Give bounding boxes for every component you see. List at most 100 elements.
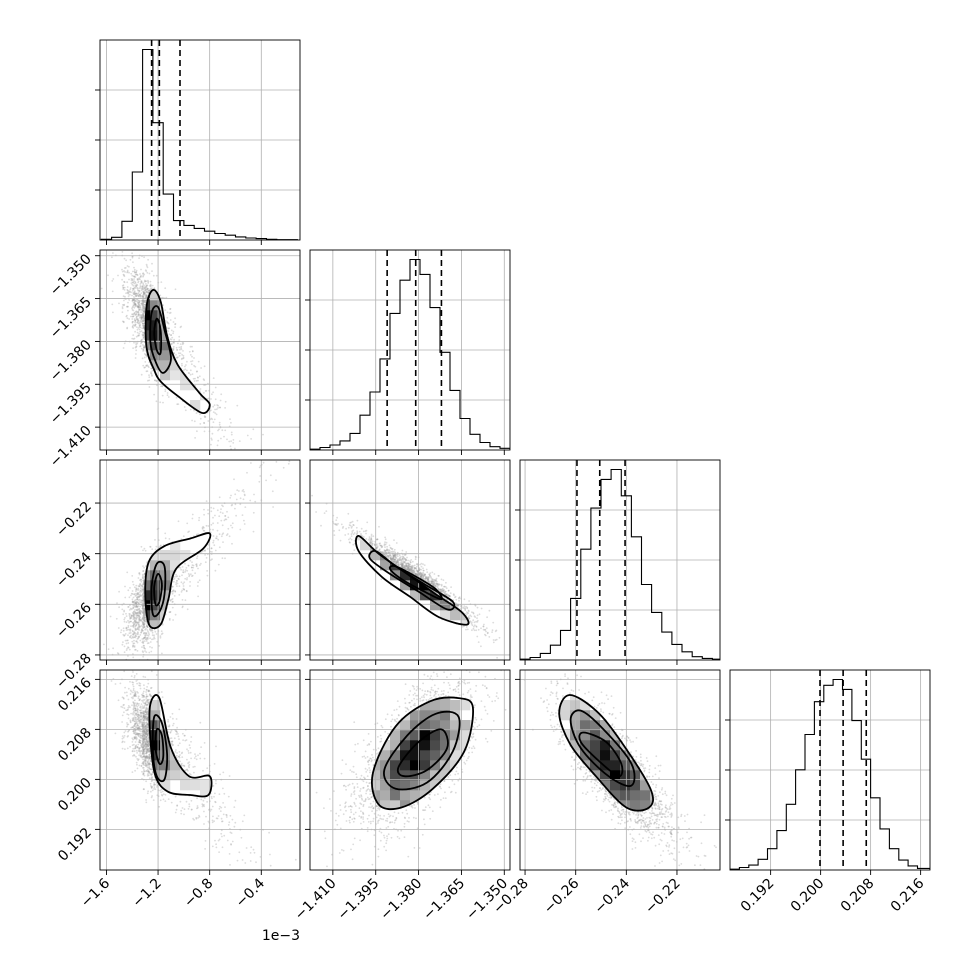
sample-point <box>135 335 138 338</box>
sample-point <box>135 613 138 615</box>
sample-point <box>212 377 215 379</box>
sample-point <box>137 593 140 596</box>
sample-point <box>130 665 132 667</box>
sample-point <box>235 498 238 501</box>
sample-point <box>172 321 175 323</box>
sample-point <box>142 612 145 615</box>
sample-point <box>145 733 148 736</box>
sample-point <box>135 283 138 286</box>
sample-point <box>144 286 147 289</box>
sample-point <box>138 621 140 624</box>
sample-point <box>136 598 139 600</box>
sample-point <box>146 266 149 269</box>
sample-point <box>158 645 161 647</box>
sample-point <box>139 609 142 612</box>
sample-point <box>236 471 238 473</box>
sample-point <box>218 406 221 409</box>
sample-point <box>150 373 153 375</box>
sample-point <box>136 614 139 617</box>
sample-point <box>135 611 137 614</box>
sample-point <box>145 370 148 373</box>
sample-point <box>134 303 136 306</box>
sample-point <box>215 537 217 540</box>
sample-point <box>142 304 145 306</box>
sample-point <box>143 619 146 622</box>
sample-point <box>265 479 267 482</box>
density-cell <box>160 360 171 371</box>
sample-point <box>216 404 219 406</box>
sample-point <box>122 295 125 298</box>
sample-point <box>142 345 145 347</box>
sample-point <box>136 596 138 599</box>
sample-point <box>123 645 126 648</box>
sample-point <box>144 289 147 292</box>
density-cell <box>150 310 161 321</box>
sample-point <box>135 633 138 635</box>
sample-point <box>129 628 132 631</box>
sample-point <box>142 611 145 613</box>
density-cell <box>160 340 171 351</box>
sample-point <box>127 626 130 629</box>
density-cell <box>180 550 191 561</box>
sample-point <box>230 524 232 527</box>
sample-point <box>151 287 153 289</box>
sample-point <box>252 488 254 490</box>
sample-point <box>146 287 149 290</box>
sample-point <box>203 430 206 433</box>
sample-point <box>136 306 139 309</box>
sample-point <box>243 493 246 496</box>
sample-point <box>132 645 134 648</box>
sample-point <box>214 549 217 552</box>
sample-point <box>123 635 126 637</box>
sample-point <box>125 292 127 295</box>
sample-point <box>189 408 192 411</box>
sample-point <box>132 662 134 664</box>
histogram-panel-1 <box>305 249 511 455</box>
sample-point <box>146 290 148 293</box>
sample-point <box>143 312 145 315</box>
sample-point <box>199 564 201 566</box>
sample-point <box>136 288 139 290</box>
sample-point <box>121 251 124 253</box>
sample-point <box>133 639 135 642</box>
sample-point <box>136 286 139 289</box>
sample-point <box>131 614 133 617</box>
sample-point <box>172 342 175 344</box>
sample-point <box>229 445 232 448</box>
sample-point <box>133 278 136 280</box>
sample-point <box>227 516 230 519</box>
sample-point <box>143 625 145 627</box>
sample-point <box>138 302 141 304</box>
sample-point <box>183 369 185 372</box>
sample-point <box>190 573 192 576</box>
sample-point <box>214 569 217 572</box>
sample-point <box>128 596 131 599</box>
sample-point <box>132 305 135 308</box>
density-cell <box>145 340 151 351</box>
sample-point <box>131 629 134 632</box>
sample-point <box>121 306 124 308</box>
sample-point <box>136 609 139 611</box>
sample-point <box>143 280 146 283</box>
sample-point <box>147 730 150 732</box>
sample-point <box>142 598 145 600</box>
sample-point <box>212 815 214 818</box>
sample-point <box>230 494 232 497</box>
sample-point <box>171 585 174 588</box>
sample-point <box>144 280 147 283</box>
sample-point <box>136 321 139 324</box>
sample-point <box>132 299 135 301</box>
sample-point <box>142 655 145 658</box>
sample-point <box>205 524 208 527</box>
sample-point <box>143 292 146 295</box>
sample-point <box>132 583 135 586</box>
sample-point <box>171 348 174 351</box>
sample-point <box>149 637 152 640</box>
sample-point <box>168 327 171 330</box>
sample-point <box>143 301 146 303</box>
density-cell <box>150 360 161 371</box>
sample-point <box>118 606 120 609</box>
sample-point <box>139 619 142 622</box>
sample-point <box>291 534 293 536</box>
sample-point <box>142 763 145 765</box>
